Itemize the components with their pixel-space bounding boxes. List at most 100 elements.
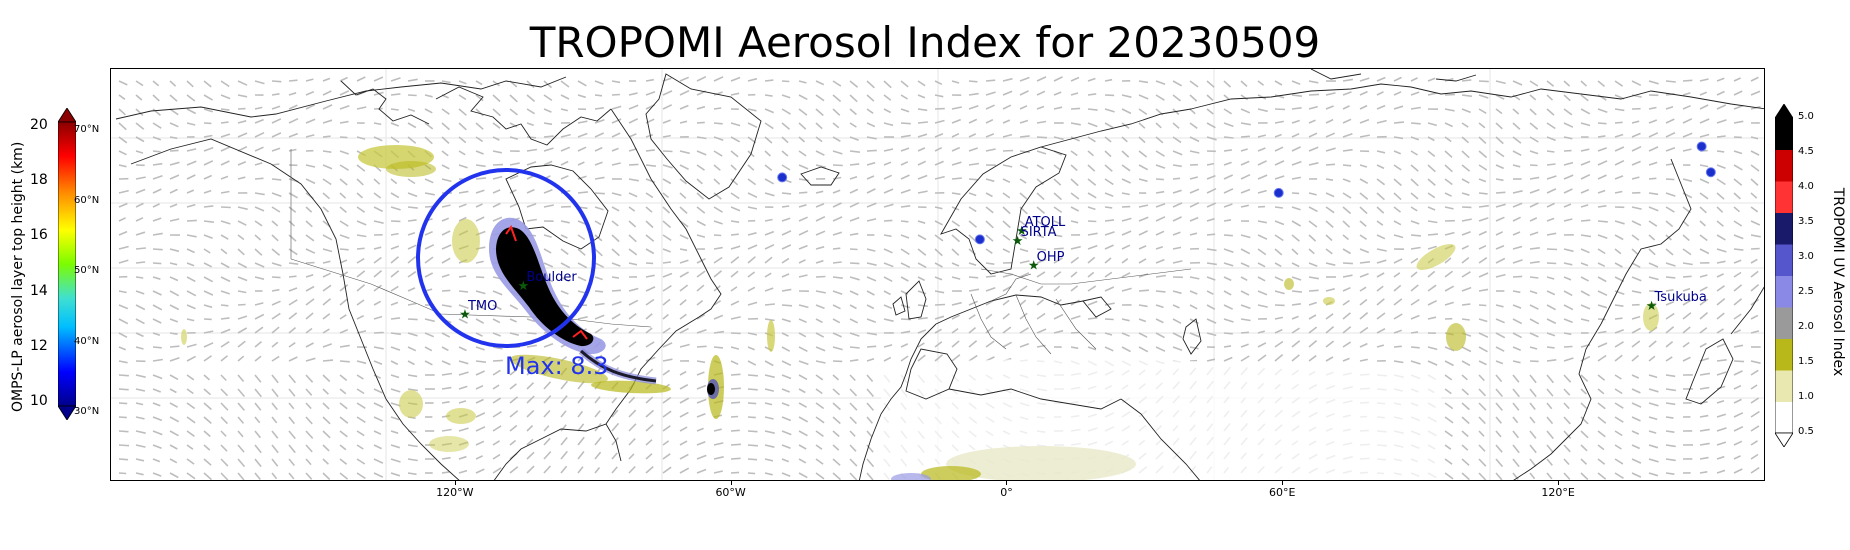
wind-arrow	[1138, 80, 1149, 84]
wind-arrow	[985, 206, 994, 214]
wind-arrow	[1308, 262, 1318, 267]
wind-arrow	[764, 287, 774, 292]
omps-point[interactable]	[1273, 187, 1284, 198]
wind-arrow	[730, 471, 740, 474]
wind-arrow	[577, 262, 588, 269]
wind-arrow	[764, 318, 775, 322]
wind-arrow	[781, 150, 789, 157]
station-marker[interactable]: ★	[459, 308, 471, 323]
wind-arrow	[645, 424, 654, 432]
station-marker[interactable]: ★	[1012, 234, 1024, 249]
wind-arrow	[492, 290, 503, 296]
station-label: ATOLL	[1024, 215, 1066, 231]
wind-arrow	[730, 316, 741, 320]
wind-arrow	[373, 444, 382, 450]
omps-point[interactable]	[777, 172, 788, 183]
station-marker[interactable]: ★	[1646, 299, 1658, 314]
wind-arrow	[679, 397, 690, 404]
wind-arrow	[1597, 430, 1606, 438]
wind-arrow	[1529, 388, 1537, 398]
wind-arrow	[730, 76, 741, 82]
wind-arrow	[1478, 430, 1485, 437]
wind-arrow	[1002, 133, 1013, 138]
wind-arrow	[662, 150, 673, 153]
wind-arrow	[1444, 430, 1453, 437]
wind-arrow	[560, 436, 568, 446]
wind-arrow	[1138, 108, 1148, 116]
wind-arrow	[407, 122, 417, 129]
wind-arrow	[1495, 231, 1504, 236]
wind-arrow	[645, 164, 656, 167]
wind-arrow	[849, 416, 857, 425]
wind-arrow	[1427, 192, 1436, 199]
station-label: OHP	[1036, 249, 1065, 265]
wind-arrow	[118, 416, 127, 419]
wind-arrow	[951, 248, 960, 256]
map-panel[interactable]: ★ ★ ★ ★ ★ ★	[110, 68, 1765, 481]
wind-arrow	[815, 444, 823, 450]
wind-arrow	[1427, 316, 1437, 320]
wind-arrow	[1563, 332, 1572, 336]
wind-arrow	[645, 134, 654, 138]
wind-arrow	[373, 388, 383, 394]
wind-arrow	[1087, 136, 1096, 143]
station-marker[interactable]: ★	[1028, 259, 1040, 274]
wind-arrow	[373, 360, 383, 365]
wind-arrow	[900, 80, 909, 88]
wind-arrow	[1155, 230, 1165, 236]
wind-arrow	[1614, 175, 1624, 180]
wind-arrow	[849, 346, 860, 349]
wind-arrow	[1682, 220, 1690, 227]
wind-arrow	[135, 374, 146, 378]
station-marker[interactable]: ★	[518, 279, 530, 294]
wind-arrow	[339, 444, 347, 451]
wind-arrow	[1478, 136, 1487, 144]
wind-arrow	[662, 192, 670, 199]
wind-arrow	[645, 396, 654, 404]
wind-arrow	[866, 458, 875, 468]
omps-point[interactable]	[974, 234, 985, 245]
wind-arrow	[1546, 232, 1557, 236]
wind-arrow	[339, 90, 350, 96]
wind-arrow	[1019, 150, 1030, 154]
wind-arrow	[1223, 161, 1232, 166]
wind-arrow	[1342, 312, 1351, 320]
max-aerosol-circle[interactable]	[416, 168, 596, 348]
wind-arrow	[866, 345, 877, 348]
wind-arrow	[203, 444, 211, 451]
wind-arrow	[917, 290, 927, 295]
omps-point[interactable]	[1696, 141, 1707, 152]
wind-arrow	[985, 104, 995, 110]
wind-arrow	[305, 234, 315, 242]
wind-arrow	[798, 216, 808, 222]
wind-arrow	[1393, 178, 1402, 187]
wind-arrow	[424, 136, 433, 145]
map-canvas[interactable]: ★★★★★★	[111, 69, 1765, 481]
wind-arrow	[1410, 257, 1419, 264]
wind-arrow	[118, 458, 129, 461]
wind-arrow	[849, 276, 860, 281]
wind-arrow	[373, 76, 384, 82]
wind-arrow	[900, 134, 911, 138]
wind-arrow	[1240, 80, 1248, 87]
omps-point[interactable]	[1705, 167, 1716, 178]
station-marker[interactable]: ★	[1016, 224, 1028, 239]
wind-arrow	[1308, 105, 1318, 110]
wind-arrow	[135, 472, 144, 476]
left-colorbar-tick-label: 20	[30, 117, 48, 133]
wind-arrow	[1223, 234, 1233, 237]
wind-arrow	[203, 220, 214, 223]
wind-arrow	[1716, 297, 1726, 306]
wind-arrow	[696, 284, 705, 292]
wind-arrow	[1172, 122, 1180, 129]
wind-arrow	[1597, 330, 1607, 334]
wind-arrow	[1308, 234, 1317, 242]
wind-arrow	[1580, 374, 1589, 382]
wind-arrow	[934, 220, 943, 226]
wind-arrow	[339, 76, 348, 82]
wind-arrow	[883, 108, 892, 114]
wind-arrow	[237, 388, 246, 398]
wind-arrow	[968, 80, 978, 83]
wind-arrow	[288, 117, 299, 124]
wind-arrow	[305, 103, 316, 110]
